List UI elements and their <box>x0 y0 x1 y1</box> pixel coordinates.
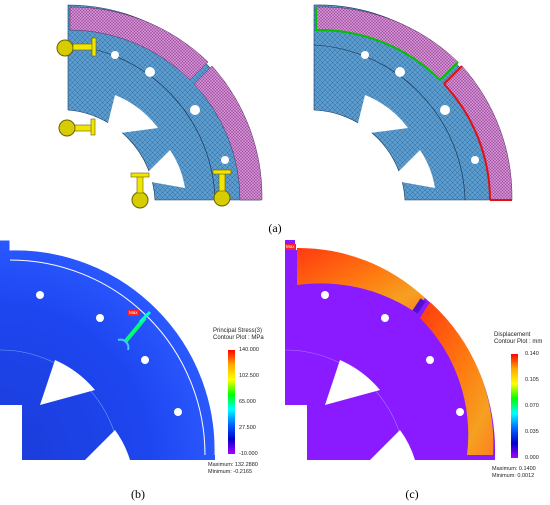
stress-minimum: Minimum: -0.2165 <box>208 469 253 475</box>
displacement-tick: 0.140 <box>525 351 539 357</box>
stress-maximum: Maximum: 132.2880 <box>208 462 258 468</box>
displacement-tick: 0.105 <box>525 377 539 383</box>
stress-legend-title-line2: Contour Plot : MPa <box>213 335 264 341</box>
caption-c: (c) <box>405 487 419 501</box>
displacement-tick: 0.000 <box>525 455 539 461</box>
displacement-legend-title-line1: Displacement <box>494 332 531 338</box>
support-2 <box>58 118 96 137</box>
displacement-maximum: Maximum: 0.1400 <box>492 466 536 472</box>
support-3 <box>130 172 150 209</box>
stress-tick: 65.000 <box>239 399 256 405</box>
mesh-model-with-contacts <box>300 0 530 215</box>
mesh-model-with-supports <box>40 0 270 215</box>
mesh-model-with-supports-drawing <box>56 4 263 209</box>
stress-tick: 140.000 <box>239 347 259 353</box>
displacement-tick: 0.035 <box>525 429 539 435</box>
stress-legend-title-line1: Principal Stress(3) <box>213 328 263 334</box>
displacement-legend-title-line2: Contour Plot : mm <box>494 339 543 345</box>
stress-contour-plot: Max <box>0 240 270 475</box>
support-4 <box>212 169 232 207</box>
displacement-contour-plot: Max <box>285 240 550 475</box>
stress-legend-title: Principal Stress(3) Contour Plot : MPa <box>213 328 264 342</box>
stress-colorbar <box>228 350 235 454</box>
support-1 <box>56 37 97 57</box>
displacement-tick: 0.070 <box>525 403 539 409</box>
displacement-legend-title: Displacement Contour Plot : mm <box>494 332 542 346</box>
displacement-minimum: Minimum: 0.0012 <box>492 473 535 479</box>
displacement-max-tag: Max <box>285 244 296 250</box>
stress-tick: 27.500 <box>239 425 256 431</box>
stress-tick: -10.000 <box>239 451 258 457</box>
displacement-contour-drawing <box>285 240 496 461</box>
mesh-model-with-contacts-drawing <box>313 4 513 201</box>
displacement-colorbar <box>511 354 518 458</box>
caption-b: (b) <box>131 487 145 501</box>
stress-tick: 102.500 <box>239 373 259 379</box>
caption-a: (a) <box>268 221 282 235</box>
stress-max-tag: Max <box>128 310 139 316</box>
stress-contour-drawing <box>0 240 216 461</box>
